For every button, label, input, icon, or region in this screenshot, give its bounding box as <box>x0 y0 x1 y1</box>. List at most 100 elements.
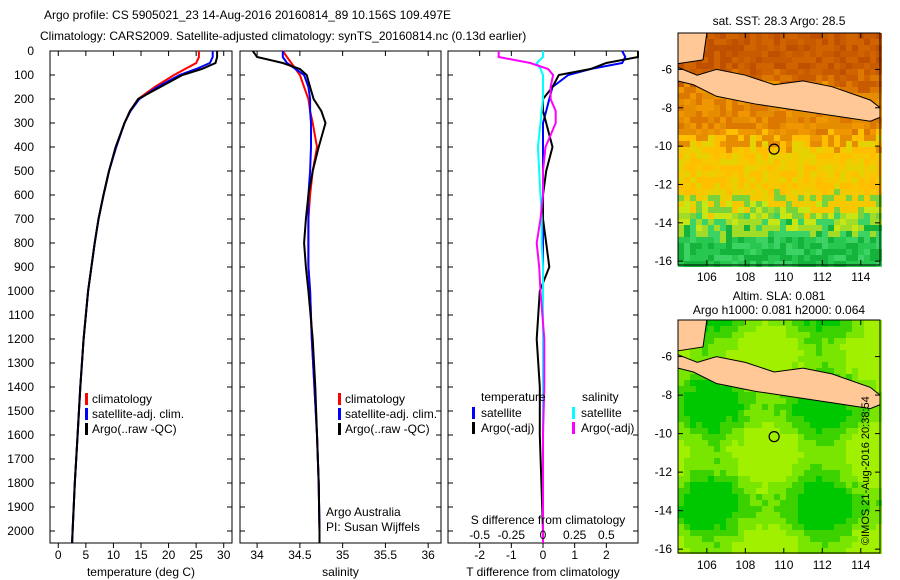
sla-map-cell <box>846 482 852 488</box>
sla-map-cell <box>852 434 858 440</box>
sla-map-cell <box>864 368 870 374</box>
sst-map-cell <box>684 63 690 69</box>
sst-map-cell <box>840 201 846 207</box>
sla-map-cell <box>870 482 876 488</box>
sst-map-cell <box>750 105 756 111</box>
sla-map-cell <box>846 428 852 434</box>
sla-map-cell <box>828 356 834 362</box>
sla-map-cell <box>756 440 762 446</box>
sst-map-cell <box>708 207 714 213</box>
sst-map-cell <box>822 51 828 57</box>
sst-map-cell <box>804 261 810 267</box>
sla-map-cell <box>720 458 726 464</box>
sst-map-cell <box>780 39 786 45</box>
sla-map-cell <box>792 548 798 554</box>
sla-map-cell <box>858 344 864 350</box>
sst-map-cell <box>702 141 708 147</box>
sla-map-cell <box>840 518 846 524</box>
sla-map-cell <box>864 434 870 440</box>
sst-map-cell <box>774 135 780 141</box>
sst-map-ytick-label: -12 <box>655 177 673 191</box>
sla-map-cell <box>702 446 708 452</box>
sst-map-cell <box>678 135 684 141</box>
sla-map-cell <box>786 524 792 530</box>
temperature-xlabel: temperature (deg C) <box>87 565 195 579</box>
sst-map-cell <box>732 129 738 135</box>
sst-map-cell <box>708 129 714 135</box>
sla-map-cell <box>744 392 750 398</box>
sst-map-cell <box>690 135 696 141</box>
sst-map-cell <box>852 39 858 45</box>
sla-map-cell <box>750 458 756 464</box>
sst-map-cell <box>744 183 750 189</box>
sst-map-cell <box>852 243 858 249</box>
sst-map-cell <box>702 255 708 261</box>
sst-map-cell <box>684 189 690 195</box>
sst-map-cell <box>798 57 804 63</box>
sst-map-cell <box>732 63 738 69</box>
sla-map-cell <box>678 500 684 506</box>
sla-map-cell <box>774 494 780 500</box>
sst-map-cell <box>792 219 798 225</box>
sst-map-cell <box>864 63 870 69</box>
sla-map-cell <box>816 500 822 506</box>
sla-map-cell <box>786 470 792 476</box>
sla-map-cell <box>726 500 732 506</box>
sla-map-cell <box>774 398 780 404</box>
sla-map-cell <box>708 350 714 356</box>
sst-map-cell <box>870 123 876 129</box>
sst-map-cell <box>690 63 696 69</box>
sst-map-cell <box>858 171 864 177</box>
sla-map-cell <box>858 476 864 482</box>
sla-map-cell <box>798 488 804 494</box>
sst-map-cell <box>816 207 822 213</box>
sla-map-cell <box>690 452 696 458</box>
sst-map-cell <box>786 33 792 39</box>
sst-map-cell <box>690 141 696 147</box>
sla-map-cell <box>684 464 690 470</box>
sla-map-cell <box>708 470 714 476</box>
sst-map-cell <box>834 81 840 87</box>
sla-map-cell <box>708 326 714 332</box>
sla-map-cell <box>684 488 690 494</box>
sla-map-cell <box>810 422 816 428</box>
salinity-xtick-label: 34.5 <box>288 548 312 562</box>
sla-map-cell <box>834 404 840 410</box>
sla-map-cell <box>846 488 852 494</box>
sla-map-cell <box>864 356 870 362</box>
sla-map-cell <box>750 428 756 434</box>
sla-map-cell <box>708 542 714 548</box>
sla-map-cell <box>708 434 714 440</box>
sst-map-cell <box>690 165 696 171</box>
sst-map-cell <box>858 75 864 81</box>
sla-map-cell <box>786 494 792 500</box>
sst-map-cell <box>774 147 780 153</box>
sla-map-cell <box>828 482 834 488</box>
sst-map-cell <box>780 165 786 171</box>
sst-map-cell <box>816 147 822 153</box>
sla-map-cell <box>702 350 708 356</box>
sla-map-cell <box>684 482 690 488</box>
sla-map-cell <box>828 548 834 554</box>
sst-map-cell <box>726 189 732 195</box>
sla-map-cell <box>774 440 780 446</box>
sla-map-cell <box>762 470 768 476</box>
sst-map-cell <box>834 69 840 75</box>
sst-map-cell <box>870 261 876 267</box>
sst-map-cell <box>756 39 762 45</box>
sst-map-cell <box>708 99 714 105</box>
sst-map-cell <box>870 177 876 183</box>
sst-map-cell <box>690 231 696 237</box>
sst-map-cell <box>810 171 816 177</box>
sla-map-cell <box>786 404 792 410</box>
sla-map-cell <box>876 404 882 410</box>
sst-map-cell <box>774 195 780 201</box>
sst-map-cell <box>678 141 684 147</box>
depth-tick-label: 400 <box>14 140 34 154</box>
sla-map-cell <box>714 476 720 482</box>
sst-map-cell <box>714 33 720 39</box>
sst-map-cell <box>714 237 720 243</box>
sla-map-cell <box>786 320 792 326</box>
sla-map-cell <box>708 488 714 494</box>
